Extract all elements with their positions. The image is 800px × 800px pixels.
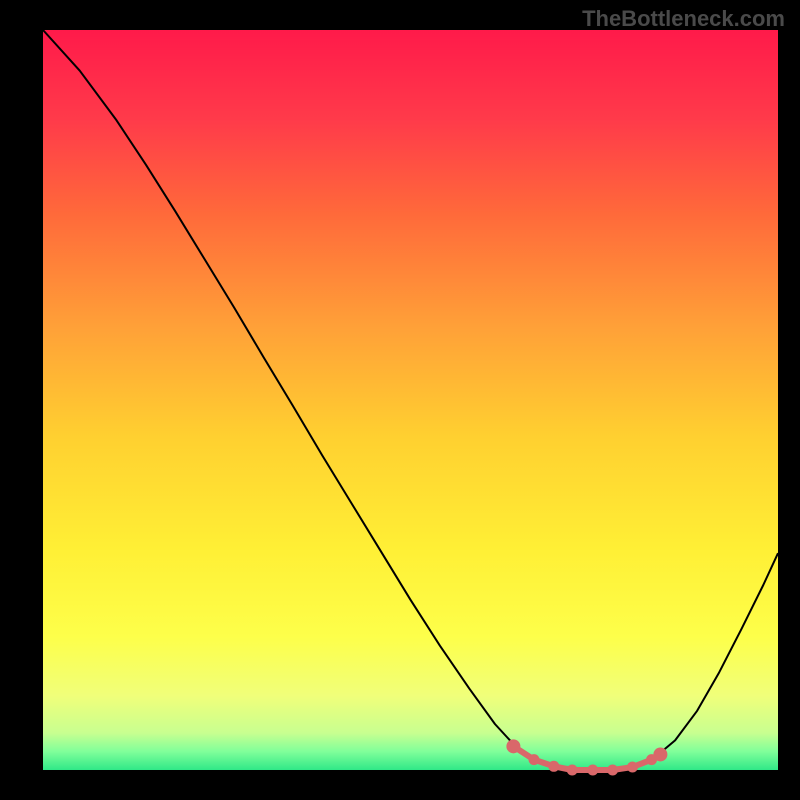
watermark-text: TheBottleneck.com: [582, 6, 785, 32]
bottleneck-chart: [0, 0, 800, 800]
chart-container: TheBottleneck.com: [0, 0, 800, 800]
